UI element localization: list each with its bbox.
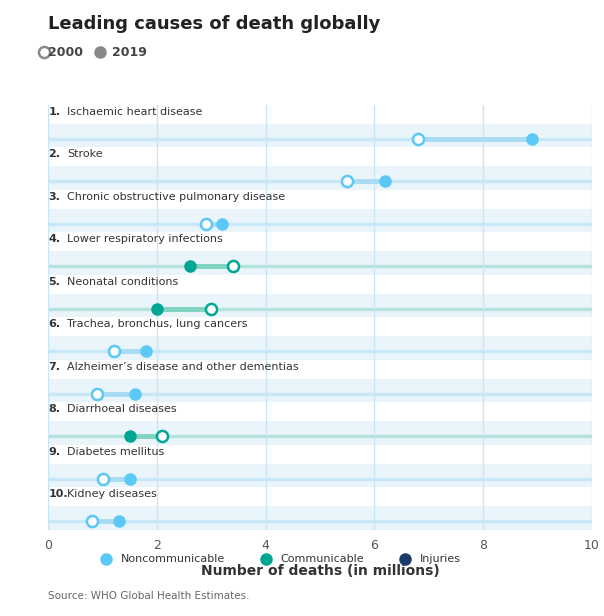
Text: Lower respiratory infections: Lower respiratory infections bbox=[68, 234, 223, 244]
Text: Diabetes mellitus: Diabetes mellitus bbox=[68, 447, 165, 456]
Bar bbox=[48, 209, 592, 232]
Text: 5.: 5. bbox=[48, 277, 60, 286]
Text: 4.: 4. bbox=[48, 234, 60, 244]
Bar bbox=[48, 421, 592, 445]
Bar bbox=[48, 251, 592, 275]
Text: 2.: 2. bbox=[48, 149, 60, 159]
Text: Diarrhoeal diseases: Diarrhoeal diseases bbox=[68, 404, 177, 414]
Bar bbox=[48, 379, 592, 402]
Text: Trachea, bronchus, lung cancers: Trachea, bronchus, lung cancers bbox=[68, 319, 248, 329]
Bar bbox=[48, 166, 592, 190]
Bar bbox=[48, 124, 592, 147]
Text: Leading causes of death globally: Leading causes of death globally bbox=[48, 15, 381, 33]
Bar bbox=[48, 294, 592, 317]
Text: 10.: 10. bbox=[48, 489, 68, 499]
Text: 2019: 2019 bbox=[112, 46, 147, 59]
Text: 3.: 3. bbox=[48, 192, 60, 201]
Text: Communicable: Communicable bbox=[281, 554, 364, 564]
Bar bbox=[48, 336, 592, 360]
Text: Neonatal conditions: Neonatal conditions bbox=[68, 277, 179, 286]
Text: Source: WHO Global Health Estimates.: Source: WHO Global Health Estimates. bbox=[48, 591, 250, 601]
Text: Ischaemic heart disease: Ischaemic heart disease bbox=[68, 107, 203, 116]
Text: 7.: 7. bbox=[48, 362, 60, 371]
Text: 6.: 6. bbox=[48, 319, 60, 329]
Text: 9.: 9. bbox=[48, 447, 60, 456]
X-axis label: Number of deaths (in millions): Number of deaths (in millions) bbox=[201, 564, 440, 578]
Text: 2000: 2000 bbox=[48, 46, 83, 59]
Text: Alzheimer’s disease and other dementias: Alzheimer’s disease and other dementias bbox=[68, 362, 299, 371]
Bar bbox=[48, 464, 592, 487]
Text: 1.: 1. bbox=[48, 107, 60, 116]
Text: Stroke: Stroke bbox=[68, 149, 103, 159]
Text: Injuries: Injuries bbox=[420, 554, 461, 564]
Text: Chronic obstructive pulmonary disease: Chronic obstructive pulmonary disease bbox=[68, 192, 286, 201]
Text: Noncommunicable: Noncommunicable bbox=[121, 554, 225, 564]
Text: Kidney diseases: Kidney diseases bbox=[68, 489, 157, 499]
Text: 8.: 8. bbox=[48, 404, 60, 414]
Bar bbox=[48, 506, 592, 530]
